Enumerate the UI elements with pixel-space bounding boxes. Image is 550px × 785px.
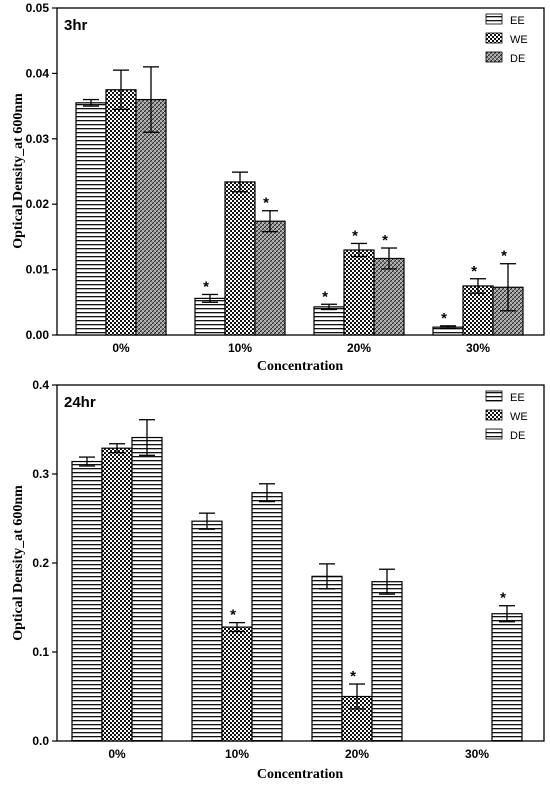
x-tick-label: 30%: [466, 341, 490, 355]
legend-swatch: [485, 390, 503, 402]
error-bar: [351, 242, 367, 258]
bar: [194, 297, 226, 336]
significance-marker: *: [350, 668, 356, 685]
significance-marker: *: [382, 232, 388, 249]
chart-title: 3hr: [64, 17, 88, 34]
significance-marker: *: [471, 263, 477, 280]
y-tick-label: 0.4: [32, 378, 49, 392]
legend-swatch: [485, 51, 503, 63]
legend: EE WE DE: [485, 390, 528, 442]
significance-marker: *: [322, 288, 328, 305]
legend-label: WE: [510, 411, 528, 423]
error-bar: [500, 263, 516, 312]
bar: [101, 447, 133, 742]
legend-label: DE: [510, 430, 525, 442]
error-bar: [113, 69, 129, 111]
error-bar: [499, 605, 515, 623]
error-bar: [139, 419, 155, 456]
error-bar: [199, 512, 215, 530]
bar: [371, 581, 403, 742]
bar: [373, 257, 405, 336]
bar: [75, 102, 107, 336]
bar: [254, 220, 286, 336]
error-bar: [321, 303, 337, 311]
y-tick-label: 0.03: [26, 132, 50, 146]
y-tick-label: 0.00: [26, 328, 50, 342]
legend-label: DE: [510, 53, 525, 65]
y-axis-label: Optical Density_at 600nm: [11, 485, 26, 641]
error-bar: [259, 483, 275, 503]
x-tick-label: 0%: [112, 341, 130, 355]
bar: [131, 436, 163, 742]
bar: [224, 181, 256, 336]
y-tick-label: 0.05: [26, 1, 50, 15]
bar: [313, 306, 345, 336]
bar: [343, 249, 375, 336]
significance-marker: *: [230, 607, 236, 624]
significance-marker: *: [263, 195, 269, 212]
y-tick-label: 0.04: [26, 66, 50, 80]
error-bar: [319, 563, 335, 590]
error-bar: [143, 66, 159, 133]
x-tick-label: 10%: [225, 747, 249, 761]
legend-label: EE: [510, 15, 525, 27]
significance-marker: *: [352, 227, 358, 244]
y-tick-label: 0.01: [26, 263, 50, 277]
error-bar: [232, 171, 248, 193]
error-bar: [202, 293, 218, 303]
y-tick-label: 0.1: [32, 645, 49, 659]
error-bar: [349, 683, 365, 710]
plot-frame: [56, 7, 545, 336]
bar: [491, 613, 523, 742]
chart-3hr: 3hr Optical Density_at 600nm Concentrati…: [11, 1, 545, 374]
x-tick-label: 0%: [108, 747, 126, 761]
legend-label: WE: [510, 34, 528, 46]
legend-swatch: [485, 428, 503, 440]
error-bar: [381, 247, 397, 270]
error-bar: [79, 456, 95, 467]
y-tick-label: 0.3: [32, 467, 49, 481]
significance-marker: *: [203, 278, 209, 295]
bar: [105, 89, 137, 336]
legend: EE WE DE: [485, 13, 528, 65]
legend-swatch: [485, 32, 503, 44]
chart-24hr: 24hr Optical Density_at 600nm Concentrat…: [11, 378, 545, 782]
x-axis-label: Concentration: [257, 359, 344, 374]
error-bar: [440, 325, 456, 330]
y-tick-label: 0.2: [32, 556, 49, 570]
x-tick-label: 20%: [345, 747, 369, 761]
bar: [191, 520, 223, 742]
significance-marker: *: [441, 310, 447, 327]
x-axis-label: Concentration: [257, 767, 344, 782]
y-axis-label: Optical Density_at 600nm: [11, 93, 26, 249]
error-bar: [83, 98, 99, 107]
bar: [71, 460, 103, 742]
x-tick-label: 10%: [228, 341, 252, 355]
error-bar: [262, 210, 278, 233]
chart-title: 24hr: [64, 394, 96, 411]
x-tick-label: 30%: [465, 747, 489, 761]
bar: [135, 98, 167, 336]
significance-marker: *: [500, 590, 506, 607]
legend-swatch: [485, 409, 503, 421]
x-tick-label: 20%: [347, 341, 371, 355]
legend-swatch: [485, 13, 503, 25]
error-bar: [470, 278, 486, 294]
y-tick-label: 0.0: [32, 734, 49, 748]
legend-label: EE: [510, 392, 525, 404]
y-tick-label: 0.02: [26, 197, 50, 211]
bar: [311, 575, 343, 742]
significance-marker: *: [501, 248, 507, 265]
bar: [221, 626, 253, 742]
error-bar: [229, 621, 245, 633]
bar: [251, 492, 283, 742]
error-bar: [109, 443, 125, 454]
error-bar: [379, 568, 395, 595]
